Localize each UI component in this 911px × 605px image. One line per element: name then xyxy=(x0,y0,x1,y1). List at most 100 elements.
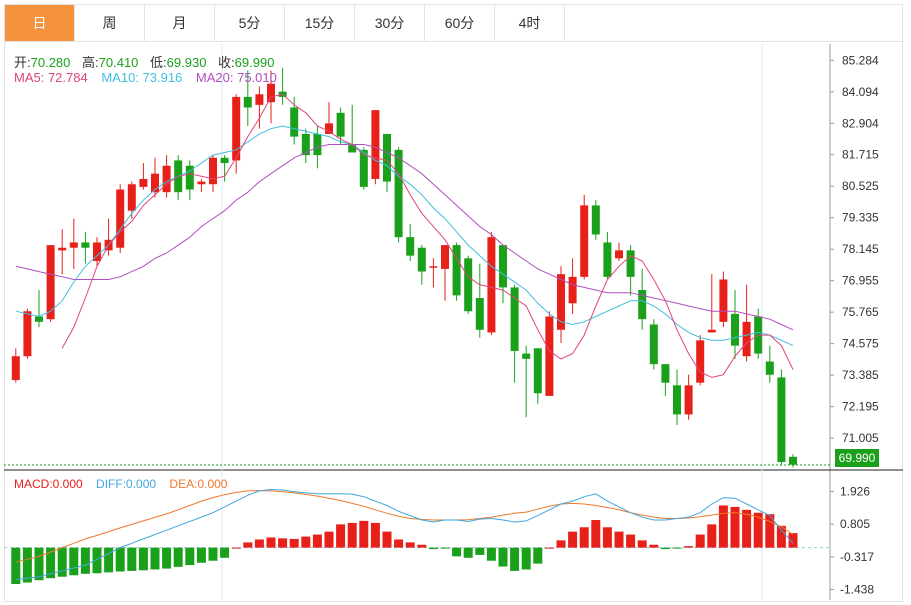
candle-body xyxy=(533,348,542,394)
price-tick-label: 76.955 xyxy=(842,274,879,288)
tab-week[interactable]: 周 xyxy=(75,5,145,41)
tab-month[interactable]: 月 xyxy=(145,5,215,41)
tab-15min[interactable]: 15分 xyxy=(285,5,355,41)
macd-bar xyxy=(46,547,56,579)
macd-bar xyxy=(533,547,543,564)
chart-frame xyxy=(4,42,903,602)
open-value: 70.280 xyxy=(30,55,71,70)
candle-body xyxy=(197,181,206,185)
candle-body xyxy=(603,242,612,277)
macd-bar xyxy=(788,533,798,548)
candle-body xyxy=(499,245,507,288)
low-label: 低: xyxy=(150,55,167,70)
tab-day[interactable]: 日 xyxy=(5,5,75,41)
price-tick-label: 81.715 xyxy=(842,148,879,162)
price-tick-label: 82.904 xyxy=(842,116,879,130)
candle-body xyxy=(383,133,391,182)
macd-bar xyxy=(765,514,775,548)
candle-body xyxy=(719,279,728,322)
price-tick-label: 85.284 xyxy=(842,53,879,67)
ma10-legend: MA10: 73.916 xyxy=(101,70,183,85)
macd-bar xyxy=(753,512,763,548)
price-tick-label: 80.525 xyxy=(842,179,879,193)
candle-body xyxy=(464,258,473,312)
macd-bar xyxy=(452,547,462,557)
diff-legend-value: DIFF:0.000 xyxy=(96,477,157,491)
tab-60min[interactable]: 60分 xyxy=(425,5,495,41)
candle-body xyxy=(220,157,229,164)
macd-bar xyxy=(254,539,264,548)
tab-30min[interactable]: 30分 xyxy=(355,5,425,41)
tab-5min[interactable]: 5分 xyxy=(215,5,285,41)
macd-bar xyxy=(104,547,114,573)
price-tick-label: 73.385 xyxy=(842,368,879,382)
macd-tick-label: -0.317 xyxy=(840,550,874,564)
candle-body xyxy=(11,356,20,381)
macd-bar xyxy=(417,544,427,548)
candle-body xyxy=(452,245,461,296)
macd-bar xyxy=(660,547,670,550)
macd-bar xyxy=(115,547,125,572)
macd-bar xyxy=(266,537,276,548)
macd-bar xyxy=(498,547,508,567)
candle-body xyxy=(591,205,600,235)
macd-bar xyxy=(34,547,44,581)
macd-bar xyxy=(428,547,438,550)
macd-bar xyxy=(196,547,206,563)
macd-bar xyxy=(80,547,90,574)
candle-body xyxy=(707,329,716,333)
candle-body xyxy=(348,144,357,153)
price-tick-label: 78.145 xyxy=(842,242,879,256)
high-label: 高: xyxy=(82,55,99,70)
candle-body xyxy=(649,324,658,365)
candle-body xyxy=(638,290,647,320)
macd-bar xyxy=(336,524,346,548)
macd-bar xyxy=(150,547,160,570)
macd-tick-label: 0.805 xyxy=(840,517,870,531)
candle-body xyxy=(232,96,241,161)
close-value: 69.990 xyxy=(234,55,275,70)
candle-body xyxy=(151,173,159,193)
macd-bar xyxy=(440,547,450,549)
price-tick-label: 74.575 xyxy=(842,337,879,351)
macd-bar xyxy=(614,531,624,548)
candle-body xyxy=(475,298,484,330)
ma10-line xyxy=(15,125,794,347)
macd-bar xyxy=(568,531,578,548)
candle-body xyxy=(417,247,426,272)
candle-body xyxy=(777,377,786,463)
open-label: 开: xyxy=(14,55,31,70)
price-tick-label: 72.195 xyxy=(842,400,879,414)
low-value: 69.930 xyxy=(166,55,207,70)
macd-bar xyxy=(556,540,566,548)
macd-bar xyxy=(405,542,415,548)
macd-bar xyxy=(301,536,311,548)
candle-body xyxy=(313,133,322,156)
macd-bar xyxy=(742,509,752,548)
macd-bar xyxy=(591,520,601,548)
candle-body xyxy=(23,311,32,357)
macd-bar xyxy=(382,531,392,548)
candle-body xyxy=(255,94,264,105)
macd-bar xyxy=(127,547,137,571)
macd-bar xyxy=(730,506,740,548)
tab-4hour[interactable]: 4时 xyxy=(495,5,565,41)
candle-body xyxy=(127,184,136,211)
macd-bar xyxy=(220,547,230,558)
candle-body xyxy=(290,107,299,137)
candle-body xyxy=(789,456,797,465)
macd-bar xyxy=(370,522,380,548)
candle-body xyxy=(69,242,78,248)
macd-bar xyxy=(57,547,67,577)
candle-body xyxy=(441,245,449,269)
macd-bar xyxy=(649,544,659,548)
macd-bar xyxy=(707,524,717,548)
candle-body xyxy=(742,321,751,357)
candle-body xyxy=(673,385,681,415)
macd-legend-value: MACD:0.000 xyxy=(14,477,83,491)
macd-bar xyxy=(544,547,554,549)
candle-body xyxy=(336,112,345,137)
macd-bar xyxy=(22,547,32,583)
macd-bar xyxy=(637,540,647,548)
